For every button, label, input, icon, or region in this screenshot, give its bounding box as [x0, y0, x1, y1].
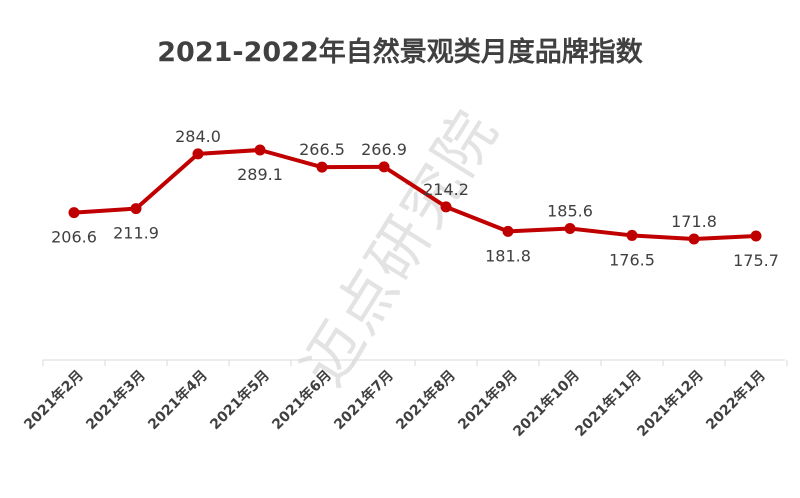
- x-tick-label: 2021年7月: [331, 367, 397, 433]
- data-point: [688, 233, 700, 245]
- data-point: [254, 144, 266, 156]
- x-tick-label: 2021年3月: [83, 367, 149, 433]
- data-label: 185.6: [547, 202, 593, 221]
- data-point: [626, 229, 638, 241]
- x-tick-label: 2021年8月: [393, 367, 459, 433]
- data-label: 211.9: [113, 224, 159, 243]
- x-tick-label: 2021年4月: [145, 367, 211, 433]
- data-point: [316, 161, 328, 173]
- data-label: 176.5: [609, 250, 655, 269]
- data-point: [192, 148, 204, 160]
- x-tick-label: 2021年6月: [269, 367, 335, 433]
- data-label: 266.9: [361, 140, 407, 159]
- data-point: [564, 223, 576, 235]
- chart-title: 2021-2022年自然景观类月度品牌指数: [157, 37, 643, 68]
- data-label: 206.6: [51, 228, 97, 247]
- data-label: 289.1: [237, 165, 283, 184]
- x-tick-label: 2021年5月: [207, 367, 273, 433]
- data-point: [440, 201, 452, 213]
- data-label: 266.5: [299, 140, 345, 159]
- x-tick-label: 2021年12月: [634, 367, 707, 440]
- data-label: 284.0: [175, 127, 221, 146]
- data-label: 175.7: [733, 251, 779, 270]
- x-tick-label: 2021年9月: [455, 367, 521, 433]
- data-point: [130, 203, 142, 215]
- series-line: [73, 148, 757, 241]
- data-point: [68, 207, 80, 219]
- data-point: [502, 225, 514, 237]
- data-label: 171.8: [671, 212, 717, 231]
- data-point: [750, 230, 762, 242]
- x-tick-label: 2022年1月: [703, 367, 769, 433]
- data-point: [378, 161, 390, 173]
- data-label: 214.2: [423, 180, 469, 199]
- data-label: 181.8: [485, 246, 531, 265]
- x-tick-label: 2021年2月: [21, 367, 87, 433]
